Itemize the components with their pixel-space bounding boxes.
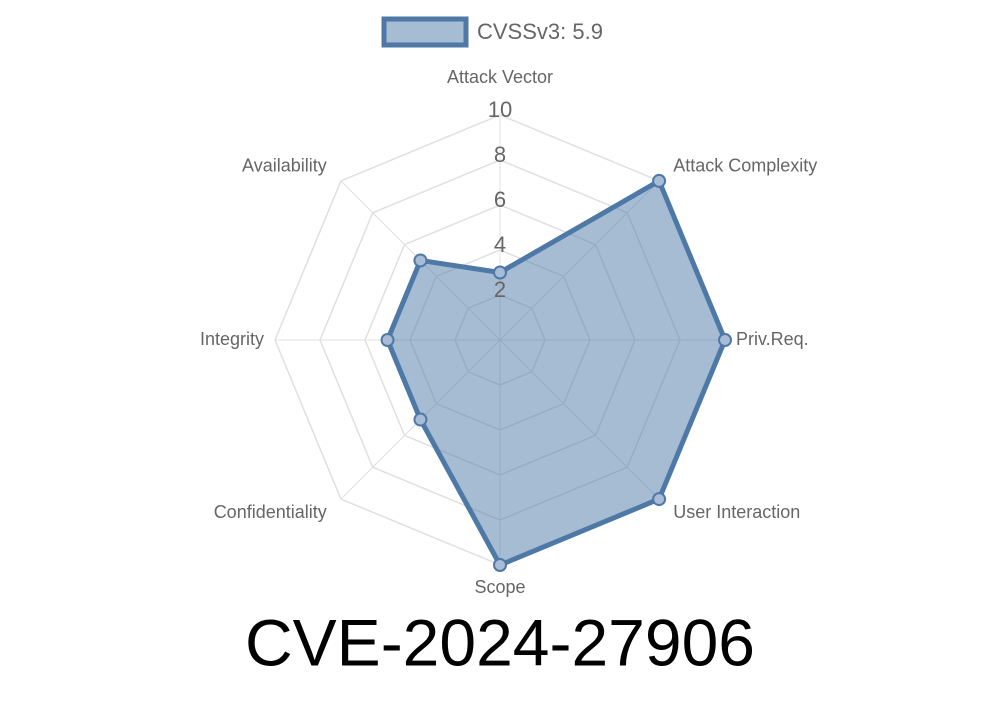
data-point [652,492,667,507]
data-point [493,558,507,572]
legend-label: CVSSv3: 5.9 [477,19,603,44]
r-tick-label: 6 [494,187,506,212]
r-tick-label: 8 [494,142,506,167]
data-point [413,253,428,268]
axis-label: Integrity [200,329,264,349]
data-point [718,333,732,347]
r-tick-label: 4 [494,232,506,257]
data-point [413,412,428,427]
axis-label: Priv.Req. [736,329,809,349]
axis-label: User Interaction [673,502,800,522]
r-tick-label: 2 [494,277,506,302]
axis-label: Attack Complexity [673,156,817,176]
axis-label: Availability [242,156,327,176]
data-point [380,333,395,347]
chart-title: CVE-2024-27906 [245,605,755,679]
axis-label: Confidentiality [214,502,327,522]
axis-label: Scope [474,577,525,597]
r-tick-label: 10 [488,97,512,122]
axis-label: Attack Vector [447,67,553,87]
legend-swatch [381,16,469,48]
data-point [652,173,667,188]
data-point [493,265,507,280]
